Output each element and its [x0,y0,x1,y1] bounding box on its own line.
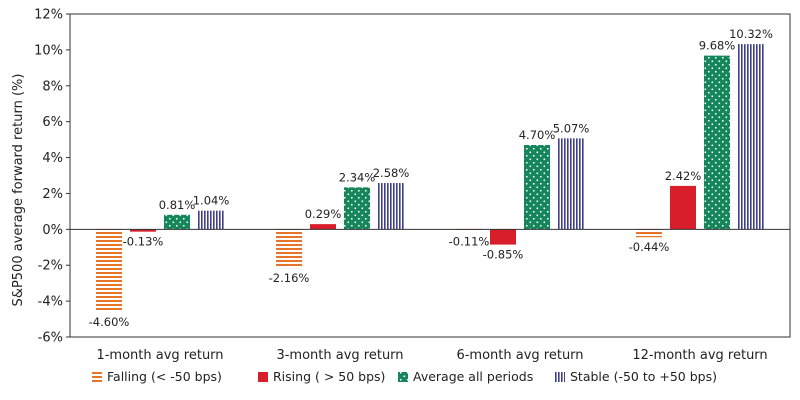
data-label: -4.60% [89,315,130,329]
data-label: 9.68% [699,39,736,53]
data-label: -0.11% [449,234,490,248]
bar-solid-0 [130,229,156,232]
data-label: -0.85% [483,248,524,262]
y-tick-label: 2% [42,187,63,202]
y-tick-label: -4% [38,295,63,310]
y-tick-label: -6% [38,331,63,346]
bar-vertical-stripes-2 [558,138,584,230]
y-tick-label: 6% [42,115,63,130]
x-category-label: 12-month avg return [632,348,767,363]
legend-label: Falling (< -50 bps) [107,369,222,384]
y-tick-label: 0% [42,223,63,238]
bars-group [96,44,764,312]
x-category-label: 6-month avg return [456,348,583,363]
bar-vertical-stripes-1 [378,183,404,230]
y-tick-label: 4% [42,151,63,166]
data-label: 0.29% [305,207,342,221]
y-tick-label: -2% [38,259,63,274]
x-axis: 1-month avg return 3-month avg return 6-mo… [96,348,767,363]
legend-swatch [258,372,268,382]
y-axis: -6% -4% -2% 0% 2% 4% 6% 8% 10% 12% [34,8,70,346]
data-label: -2.16% [269,271,310,285]
legend: Falling (< -50 bps) Rising ( > 50 bps) Ave… [92,369,717,384]
data-label: -0.44% [629,240,670,254]
x-category-label: 1-month avg return [96,348,223,363]
y-tick-label: 12% [34,8,63,23]
legend-swatch [555,372,565,382]
bar-solid-2 [490,229,516,245]
data-label: 1.04% [193,194,230,208]
data-labels-group: -4.60%-0.13%0.81%1.04%-2.16%0.29%2.34%2.… [89,27,773,329]
legend-label: Stable (-50 to +50 bps) [570,369,717,384]
legend-label: Rising ( > 50 bps) [273,369,385,384]
bar-dots-3 [704,55,730,230]
bar-horizontal-stripes-2 [456,229,482,232]
data-label: 0.81% [159,198,196,212]
y-axis-label: S&P500 average forward return (%) [11,74,26,307]
data-label: -0.13% [123,235,164,249]
bar-horizontal-stripes-3 [636,229,662,238]
bar-vertical-stripes-0 [198,210,224,230]
y-tick-label: 10% [34,43,63,58]
plot-frame [69,13,791,338]
bar-vertical-stripes-3 [738,44,764,230]
data-label: 4.70% [519,128,556,142]
data-label: 5.07% [553,121,590,135]
data-label: 2.42% [665,169,702,183]
bar-dots-0 [164,214,190,230]
data-label: 10.32% [729,27,773,41]
bar-dots-2 [524,144,550,230]
legend-label: Average all periods [413,369,533,384]
legend-swatch [92,372,102,382]
x-category-label: 3-month avg return [276,348,403,363]
bar-horizontal-stripes-0 [96,229,122,312]
legend-swatch [398,372,408,382]
bar-horizontal-stripes-1 [276,229,302,269]
bar-solid-1 [310,224,336,230]
bar-dots-1 [344,187,370,230]
y-tick-label: 8% [42,79,63,94]
data-label: 2.34% [339,170,376,184]
bar-solid-3 [670,185,696,230]
data-label: 2.58% [373,166,410,180]
